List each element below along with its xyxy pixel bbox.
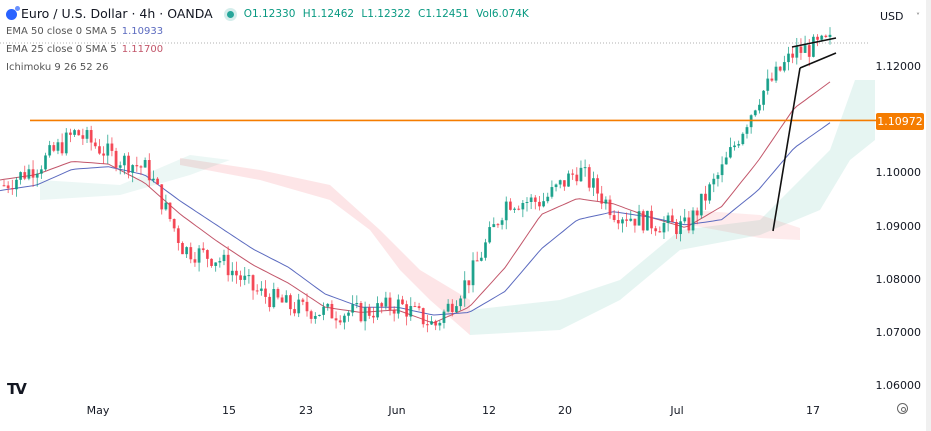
- price-tick: 1.10000: [875, 166, 922, 179]
- price-tick: 1.07000: [875, 326, 922, 339]
- horizontal-line-price-tag: 1.10972: [876, 113, 924, 130]
- price-tick: 1.12000: [875, 60, 922, 73]
- high-value: H1.12462: [302, 8, 355, 20]
- currency-label: USD: [880, 9, 904, 23]
- time-tick: May: [86, 404, 110, 417]
- volume-value: Vol6.074K: [476, 8, 529, 20]
- time-tick: 23: [299, 404, 313, 417]
- indicator-label: EMA 25 close 0 SMA 5: [6, 44, 117, 55]
- indicator-value: 1.10933: [121, 26, 164, 37]
- time-tick: 12: [482, 404, 496, 417]
- settings-gear-icon[interactable]: [897, 403, 908, 414]
- ichimoku-cloud: [40, 80, 875, 335]
- open-value: O1.12330: [243, 8, 296, 20]
- symbol-title: Euro / U.S. Dollar · 4h · OANDA: [21, 6, 213, 21]
- price-tick: 1.09000: [875, 220, 922, 233]
- indicator-ema50[interactable]: EMA 50 close 0 SMA 5 1.10933: [6, 23, 533, 41]
- time-tick: 17: [806, 404, 820, 417]
- price-tick: 1.06000: [875, 379, 922, 392]
- close-value: C1.12451: [418, 8, 469, 20]
- currency-selector[interactable]: USD ˅: [876, 6, 924, 26]
- globe-icon: [6, 5, 20, 20]
- indicator-label: Ichimoku 9 26 52 26: [6, 62, 109, 73]
- low-value: L1.12322: [361, 8, 411, 20]
- indicator-label: EMA 50 close 0 SMA 5: [6, 26, 117, 37]
- market-open-status-icon: [226, 10, 234, 18]
- ohlc-values: O1.12330 H1.12462 L1.12322 C1.12451 Vol6…: [244, 7, 533, 21]
- time-tick: 15: [222, 404, 236, 417]
- time-tick: Jun: [388, 404, 406, 417]
- indicator-value: 1.11700: [121, 44, 164, 55]
- tradingview-logo[interactable]: TV: [7, 380, 27, 398]
- indicator-ichimoku[interactable]: Ichimoku 9 26 52 26: [6, 59, 533, 77]
- chart-legend: Euro / U.S. Dollar · 4h · OANDA O1.12330…: [6, 5, 533, 77]
- scrollbar-edge: [926, 0, 931, 431]
- symbol-row[interactable]: Euro / U.S. Dollar · 4h · OANDA O1.12330…: [6, 5, 533, 23]
- chevron-down-icon: ˅: [916, 11, 920, 21]
- indicator-ema25[interactable]: EMA 25 close 0 SMA 5 1.11700: [6, 41, 533, 59]
- time-tick: Jul: [670, 404, 684, 417]
- trendline-drawings[interactable]: [772, 37, 837, 232]
- time-tick: 20: [558, 404, 572, 417]
- price-tick: 1.08000: [875, 273, 922, 286]
